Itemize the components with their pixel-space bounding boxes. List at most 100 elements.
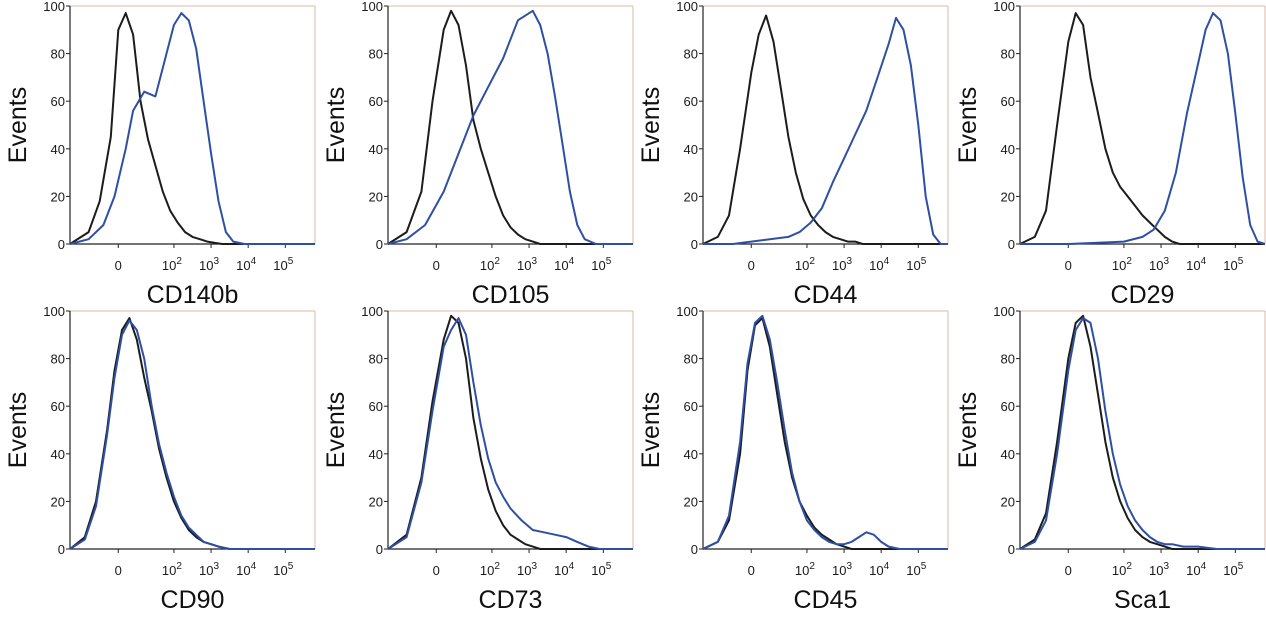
series-line-stained: [702, 314, 948, 550]
x-tick-label: 103: [517, 256, 537, 273]
y-tick-label: 20: [51, 494, 65, 509]
x-tick-label: 104: [236, 256, 256, 273]
x-axis-label: CD29: [1111, 281, 1175, 309]
y-tick-label: 100: [361, 304, 383, 319]
series-line-stained: [69, 12, 315, 245]
y-tick-label: 20: [369, 494, 383, 509]
y-tick-label: 40: [1001, 142, 1015, 157]
series-line-stained: [387, 9, 633, 245]
y-tick-label: 60: [1001, 94, 1015, 109]
histogram-panel-cd73: 0 20 40 60 80 100 0 102 103 104 105 Events CD73: [322, 304, 634, 614]
y-tick-label: 80: [369, 47, 383, 62]
x-tick-label: 102: [162, 256, 182, 273]
y-tick-label: 100: [361, 0, 383, 14]
y-tick-label: 40: [369, 142, 383, 157]
y-tick-label: 20: [369, 189, 383, 204]
y-tick-label: 100: [676, 304, 698, 319]
x-tick-label: 103: [517, 561, 537, 578]
x-tick-label: 103: [199, 561, 219, 578]
x-tick-label: 0: [115, 258, 122, 273]
x-tick-label: 103: [1149, 256, 1169, 273]
x-tick-label: 102: [795, 256, 815, 273]
y-tick-label: 0: [58, 542, 65, 557]
x-tick-label: 104: [236, 561, 256, 578]
y-axis-label: Events: [954, 392, 982, 468]
series-line-control: [69, 12, 315, 245]
y-tick-label: 80: [1001, 47, 1015, 62]
series-line-stained: [69, 319, 315, 550]
y-tick-label: 80: [684, 47, 698, 62]
y-tick-label: 80: [1001, 352, 1015, 367]
x-tick-label: 102: [795, 561, 815, 578]
x-axis-label: CD140b: [147, 281, 239, 309]
y-tick-label: 60: [369, 94, 383, 109]
x-tick-label: 105: [906, 256, 926, 273]
series-line-control: [702, 14, 948, 245]
y-tick-label: 0: [376, 542, 383, 557]
y-tick-label: 80: [684, 352, 698, 367]
x-tick-label: 105: [591, 561, 611, 578]
histogram-panel-sca1: 0 20 40 60 80 100 0 102 103 104 105 Events Sca1: [954, 304, 1266, 614]
y-tick-label: 0: [376, 237, 383, 252]
x-tick-label: 102: [480, 256, 500, 273]
x-axis-label: CD105: [472, 281, 550, 309]
x-tick-label: 103: [1149, 561, 1169, 578]
series-line-stained: [1020, 12, 1266, 245]
y-tick-label: 60: [1001, 399, 1015, 414]
y-tick-label: 40: [1001, 447, 1015, 462]
y-axis-label: Events: [4, 87, 32, 163]
histogram-panel-cd29: 0 20 40 60 80 100 0 102 103 104 105 Events CD29: [954, 0, 1266, 309]
x-axis-label: CD90: [161, 586, 225, 614]
x-tick-label: 105: [591, 256, 611, 273]
y-tick-label: 20: [684, 189, 698, 204]
y-tick-label: 0: [58, 237, 65, 252]
x-tick-label: 0: [433, 563, 440, 578]
y-tick-label: 20: [51, 189, 65, 204]
x-tick-label: 104: [1186, 256, 1206, 273]
y-tick-label: 0: [691, 542, 698, 557]
y-axis-label: Events: [954, 87, 982, 163]
y-tick-label: 20: [1001, 494, 1015, 509]
y-tick-label: 80: [51, 352, 65, 367]
x-axis-label: CD44: [794, 281, 858, 309]
series-line-stained: [703, 16, 948, 245]
x-tick-label: 105: [273, 256, 293, 273]
y-tick-label: 80: [51, 47, 65, 62]
series-line-control: [387, 9, 633, 245]
y-tick-label: 40: [684, 142, 698, 157]
x-axis-label: CD73: [479, 586, 543, 614]
y-tick-label: 80: [369, 352, 383, 367]
y-axis-label: Events: [637, 392, 665, 468]
y-tick-label: 60: [51, 399, 65, 414]
x-tick-label: 105: [1223, 256, 1243, 273]
y-axis-label: Events: [322, 392, 350, 468]
x-tick-label: 104: [1186, 561, 1206, 578]
histogram-panel-cd90: 0 20 40 60 80 100 0 102 103 104 105 Events CD90: [4, 304, 316, 614]
histogram-panel-cd45: 0 20 40 60 80 100 0 102 103 104 105 Events CD45: [637, 304, 949, 614]
y-tick-label: 60: [51, 94, 65, 109]
y-axis-label: Events: [637, 87, 665, 163]
x-tick-label: 104: [869, 256, 889, 273]
y-tick-label: 60: [684, 94, 698, 109]
x-tick-label: 102: [162, 561, 182, 578]
y-tick-label: 60: [369, 399, 383, 414]
x-tick-label: 0: [1065, 563, 1072, 578]
x-tick-label: 104: [869, 561, 889, 578]
y-tick-label: 100: [993, 0, 1015, 14]
series-line-control: [1019, 12, 1265, 245]
x-axis-label: Sca1: [1114, 586, 1171, 614]
y-tick-label: 20: [1001, 189, 1015, 204]
x-tick-label: 102: [1112, 256, 1132, 273]
histogram-panel-cd44: 0 20 40 60 80 100 0 102 103 104 105 Events CD44: [637, 0, 949, 309]
x-tick-label: 103: [199, 256, 219, 273]
histogram-panel-cd105: 0 20 40 60 80 100 0 102 103 104 105 Events CD105: [322, 0, 634, 309]
y-tick-label: 0: [1008, 237, 1015, 252]
y-tick-label: 100: [43, 304, 65, 319]
x-tick-label: 0: [748, 258, 755, 273]
series-line-stained: [1019, 317, 1265, 550]
series-line-control: [702, 317, 948, 550]
x-tick-label: 105: [273, 561, 293, 578]
x-tick-label: 105: [906, 561, 926, 578]
x-tick-label: 0: [1065, 258, 1072, 273]
x-tick-label: 105: [1223, 561, 1243, 578]
